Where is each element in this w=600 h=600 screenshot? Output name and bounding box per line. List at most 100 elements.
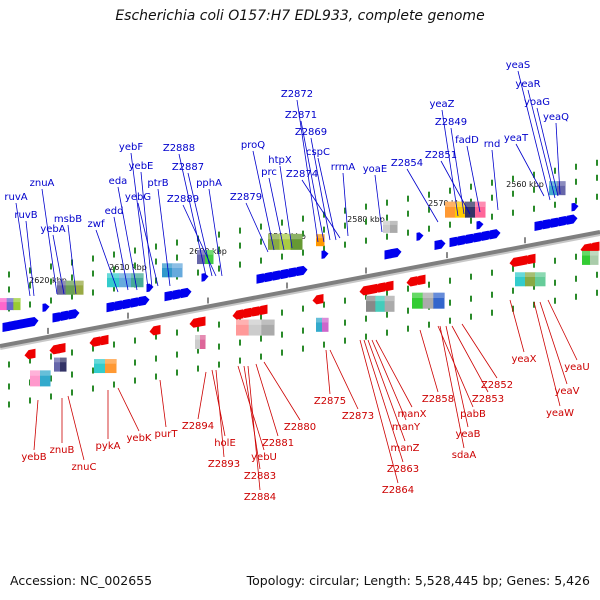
gene-label-yebK: yebK [127,433,152,444]
gene-label-eda: eda [109,176,128,187]
gene-label-manY: manY [392,422,421,433]
track-guide-tick [71,389,73,396]
forward-label-leader [268,177,285,251]
feature-block [0,298,8,311]
track-guide-tick [176,329,178,336]
gene-label-yeaV: yeaV [554,386,579,397]
track-guide-tick [134,359,136,366]
reverse-label-leader [437,325,474,408]
reverse-label-leader [451,325,489,393]
gene-label-yebF: yebF [119,142,143,153]
feature-block [549,181,558,196]
feature-block [290,233,303,250]
gene-label-yebE: yebE [129,161,154,172]
track-guide-tick [365,315,367,322]
track-guide-tick [176,254,178,261]
feature-block [205,250,214,265]
forward-label-leader [279,165,293,249]
feature-block [322,317,329,332]
gene-label-Z2879: Z2879 [230,192,262,203]
track-guide-tick [344,319,346,326]
reverse-label-leader [375,339,413,408]
feature-block [105,359,117,374]
gene-label-pykA: pykA [96,441,121,452]
forward-label-leader [317,157,337,241]
track-guide-tick [92,289,94,296]
reverse-label-leader [509,299,525,353]
track-guide-tick [596,271,598,278]
gene-label-Z2874: Z2874 [286,169,318,180]
track-guide-tick [197,365,199,372]
track-guide-tick [281,253,283,260]
forward-label-leader [208,188,223,277]
feature-block [316,234,325,247]
gene-label-yeaW: yeaW [546,408,574,419]
reverse-label-leader [255,363,279,437]
track-guide-tick [50,278,52,285]
track-guide-tick [155,243,157,250]
track-guide-tick [365,203,367,210]
track-guide-tick [239,227,241,234]
feature-block [515,272,526,287]
forward-label-leader [41,188,58,295]
track-guide-tick [407,195,409,202]
reverse-label-leader [533,301,561,407]
track-guide-tick [575,163,577,170]
genome-summary-text: Topology: circular; Length: 5,528,445 bp… [246,573,590,588]
track-guide-tick [554,257,556,264]
track-guide-tick [155,373,157,380]
gene-label-Z2875: Z2875 [314,396,346,407]
forward-gene-arrow [321,250,329,259]
forward-label-leader [15,202,31,297]
reverse-gene-arrow [248,306,260,317]
reverse-gene-arrow [312,294,324,305]
track-guide-tick [428,206,430,213]
track-guide-tick [575,293,577,300]
track-guide-tick [8,286,10,293]
feature-block [582,250,591,265]
track-guide-tick [302,305,304,312]
track-guide-tick [302,345,304,352]
gene-label-yeaU: yeaU [564,362,590,373]
feature-block [465,201,476,218]
track-guide-tick [407,285,409,292]
gene-label-ruvB: ruvB [14,210,37,221]
track-guide-tick [155,333,157,340]
gene-label-Z2849: Z2849 [435,117,467,128]
forward-label-leader [25,220,35,297]
feature-block-highlight [236,319,274,325]
feature-layer [0,181,600,387]
track-guide-tick [176,369,178,376]
feature-block [74,280,84,295]
reverse-label-leader [359,339,399,484]
gene-label-Z2853: Z2853 [472,394,504,405]
gene-label-holE: holE [214,438,236,449]
track-guide-tick [260,223,262,230]
reverse-label-leader [33,399,39,451]
track-guide-tick [470,273,472,280]
gene-label-edd: edd [105,206,124,217]
reverse-label-leader [329,349,359,410]
track-guide-tick [491,309,493,316]
feature-block-highlight [366,295,394,302]
track-guide-tick [50,393,52,400]
gene-label-Z2893: Z2893 [208,459,240,470]
track-guide-tick [386,214,388,221]
track-guide-tick [302,230,304,237]
feature-block-highlight [0,298,20,303]
feature-block [422,292,434,309]
track-guide-tick [302,249,304,256]
forward-label-leader [113,216,129,291]
reverse-label-leader [211,369,226,437]
gene-label-yeaZ: yeaZ [429,99,454,110]
gene-label-Z2863: Z2863 [387,464,419,475]
track-guide-tick [260,335,262,342]
forward-label-leader [491,149,499,211]
gene-label-Z2884: Z2884 [244,492,276,503]
reverse-gene-arrow [406,276,418,287]
gene-label-Z2851: Z2851 [425,150,457,161]
track-guide-tick [596,289,598,296]
track-guide-tick [113,251,115,258]
feature-block-highlight [54,357,66,363]
track-guide-tick [50,353,52,360]
